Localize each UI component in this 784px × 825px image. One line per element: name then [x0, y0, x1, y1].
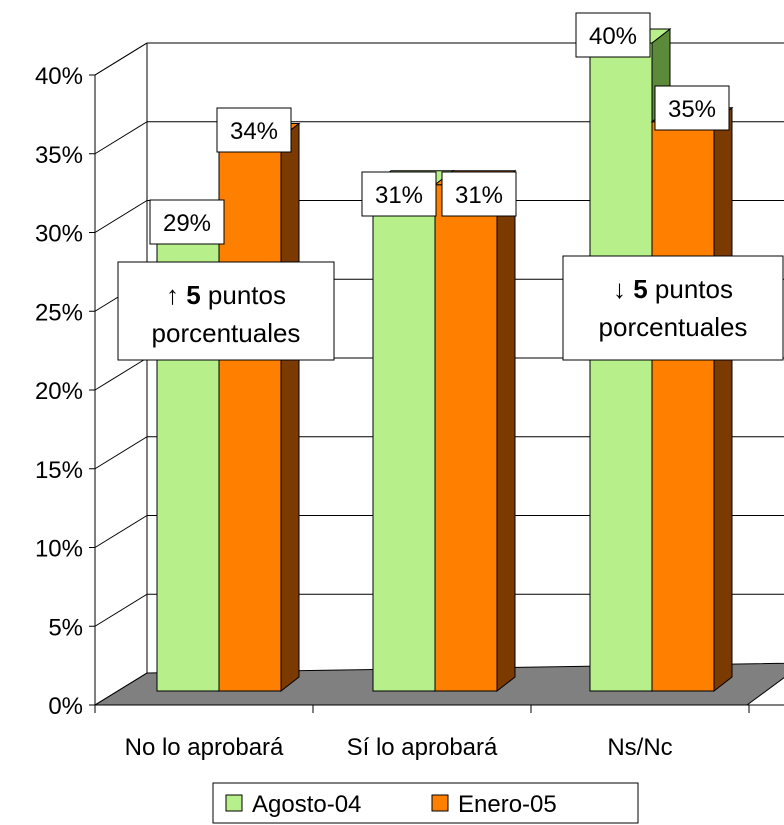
- data-label-text: 34%: [230, 118, 278, 145]
- data-label: 31%: [441, 171, 517, 217]
- bar-front: [589, 42, 653, 692]
- side-gridline: [94, 515, 148, 548]
- bar-front: [651, 121, 715, 692]
- annotation-line-1: ↑ 5 puntos: [166, 280, 286, 310]
- side-gridline: [94, 436, 148, 470]
- bar-front: [372, 184, 436, 692]
- data-label-text: 31%: [375, 182, 423, 209]
- annotation-box: ↑ 5 puntos porcentuales: [117, 261, 335, 361]
- bar-enero-1: [433, 169, 517, 693]
- annotation-frame: [117, 261, 335, 361]
- legend-label: Enero-05: [458, 791, 557, 818]
- data-label-box: [654, 85, 730, 131]
- legend-frame: [212, 782, 639, 824]
- bar-enero-0: [217, 122, 301, 693]
- y-tick-label: 10%: [35, 536, 83, 563]
- data-label-box: [216, 107, 292, 153]
- chart-legend: Agosto-04 Enero-05: [212, 782, 639, 824]
- side-gridline: [94, 121, 148, 155]
- x-tick-label: Sí lo aprobará: [347, 734, 498, 761]
- bar-front: [218, 137, 282, 692]
- data-label-box: [575, 12, 651, 58]
- bar-enero-2: [650, 106, 734, 693]
- side-gridline: [94, 593, 148, 627]
- data-label-text: 35%: [668, 96, 716, 123]
- annotation-frame: [562, 255, 784, 361]
- bar-side: [280, 122, 300, 693]
- data-label-box: [441, 171, 517, 217]
- y-tick-label: 5%: [48, 614, 83, 641]
- legend-swatch: [431, 794, 449, 812]
- side-gridline: [94, 200, 148, 233]
- annotation-line-2: porcentuales: [152, 318, 301, 348]
- annotation-arrow: ↓: [613, 274, 633, 304]
- side-gridline: [94, 672, 148, 706]
- annotation-arrow: ↑: [166, 280, 186, 310]
- bar-side: [713, 106, 733, 693]
- data-label: 31%: [361, 171, 437, 217]
- y-tick-label: 25%: [35, 299, 83, 326]
- y-tick-label: 15%: [35, 457, 83, 484]
- data-label: 34%: [216, 107, 292, 153]
- y-tick-label: 40%: [35, 63, 83, 90]
- x-tick-label: Ns/Nc: [607, 734, 672, 761]
- annotation-box: ↓ 5 puntos porcentuales: [562, 255, 784, 361]
- bar-side: [496, 169, 516, 693]
- data-label: 29%: [149, 199, 225, 245]
- data-label-text: 40%: [589, 23, 637, 50]
- data-label: 35%: [654, 85, 730, 131]
- y-tick-label: 30%: [35, 221, 83, 248]
- side-wall-top: [94, 42, 148, 76]
- data-label: 40%: [575, 12, 651, 58]
- data-label-text: 29%: [163, 210, 211, 237]
- annotation-word: puntos: [648, 274, 733, 304]
- data-label-box: [361, 171, 437, 217]
- x-tick-label: No lo aprobará: [125, 734, 284, 761]
- annotation-number: 5: [633, 274, 647, 304]
- y-tick-label: 0%: [48, 693, 83, 720]
- annotation-line-2: porcentuales: [599, 312, 748, 342]
- legend-label: Agosto-04: [252, 791, 361, 818]
- annotation-line-1: ↓ 5 puntos: [613, 274, 733, 304]
- side-gridline: [94, 357, 148, 391]
- annotation-word: puntos: [201, 280, 286, 310]
- legend-swatch: [225, 794, 243, 812]
- chart-annotations: ↑ 5 puntos porcentuales ↓ 5 puntos porcentu…: [117, 255, 784, 361]
- y-tick-label: 20%: [35, 378, 83, 405]
- y-tick-label: 35%: [35, 142, 83, 169]
- annotation-number: 5: [186, 280, 200, 310]
- data-label-box: [149, 199, 225, 245]
- bar-front: [434, 184, 498, 692]
- data-label-text: 31%: [455, 182, 503, 209]
- chart-data-labels: 29% 34% 31% 31% 40% 35%: [149, 12, 730, 245]
